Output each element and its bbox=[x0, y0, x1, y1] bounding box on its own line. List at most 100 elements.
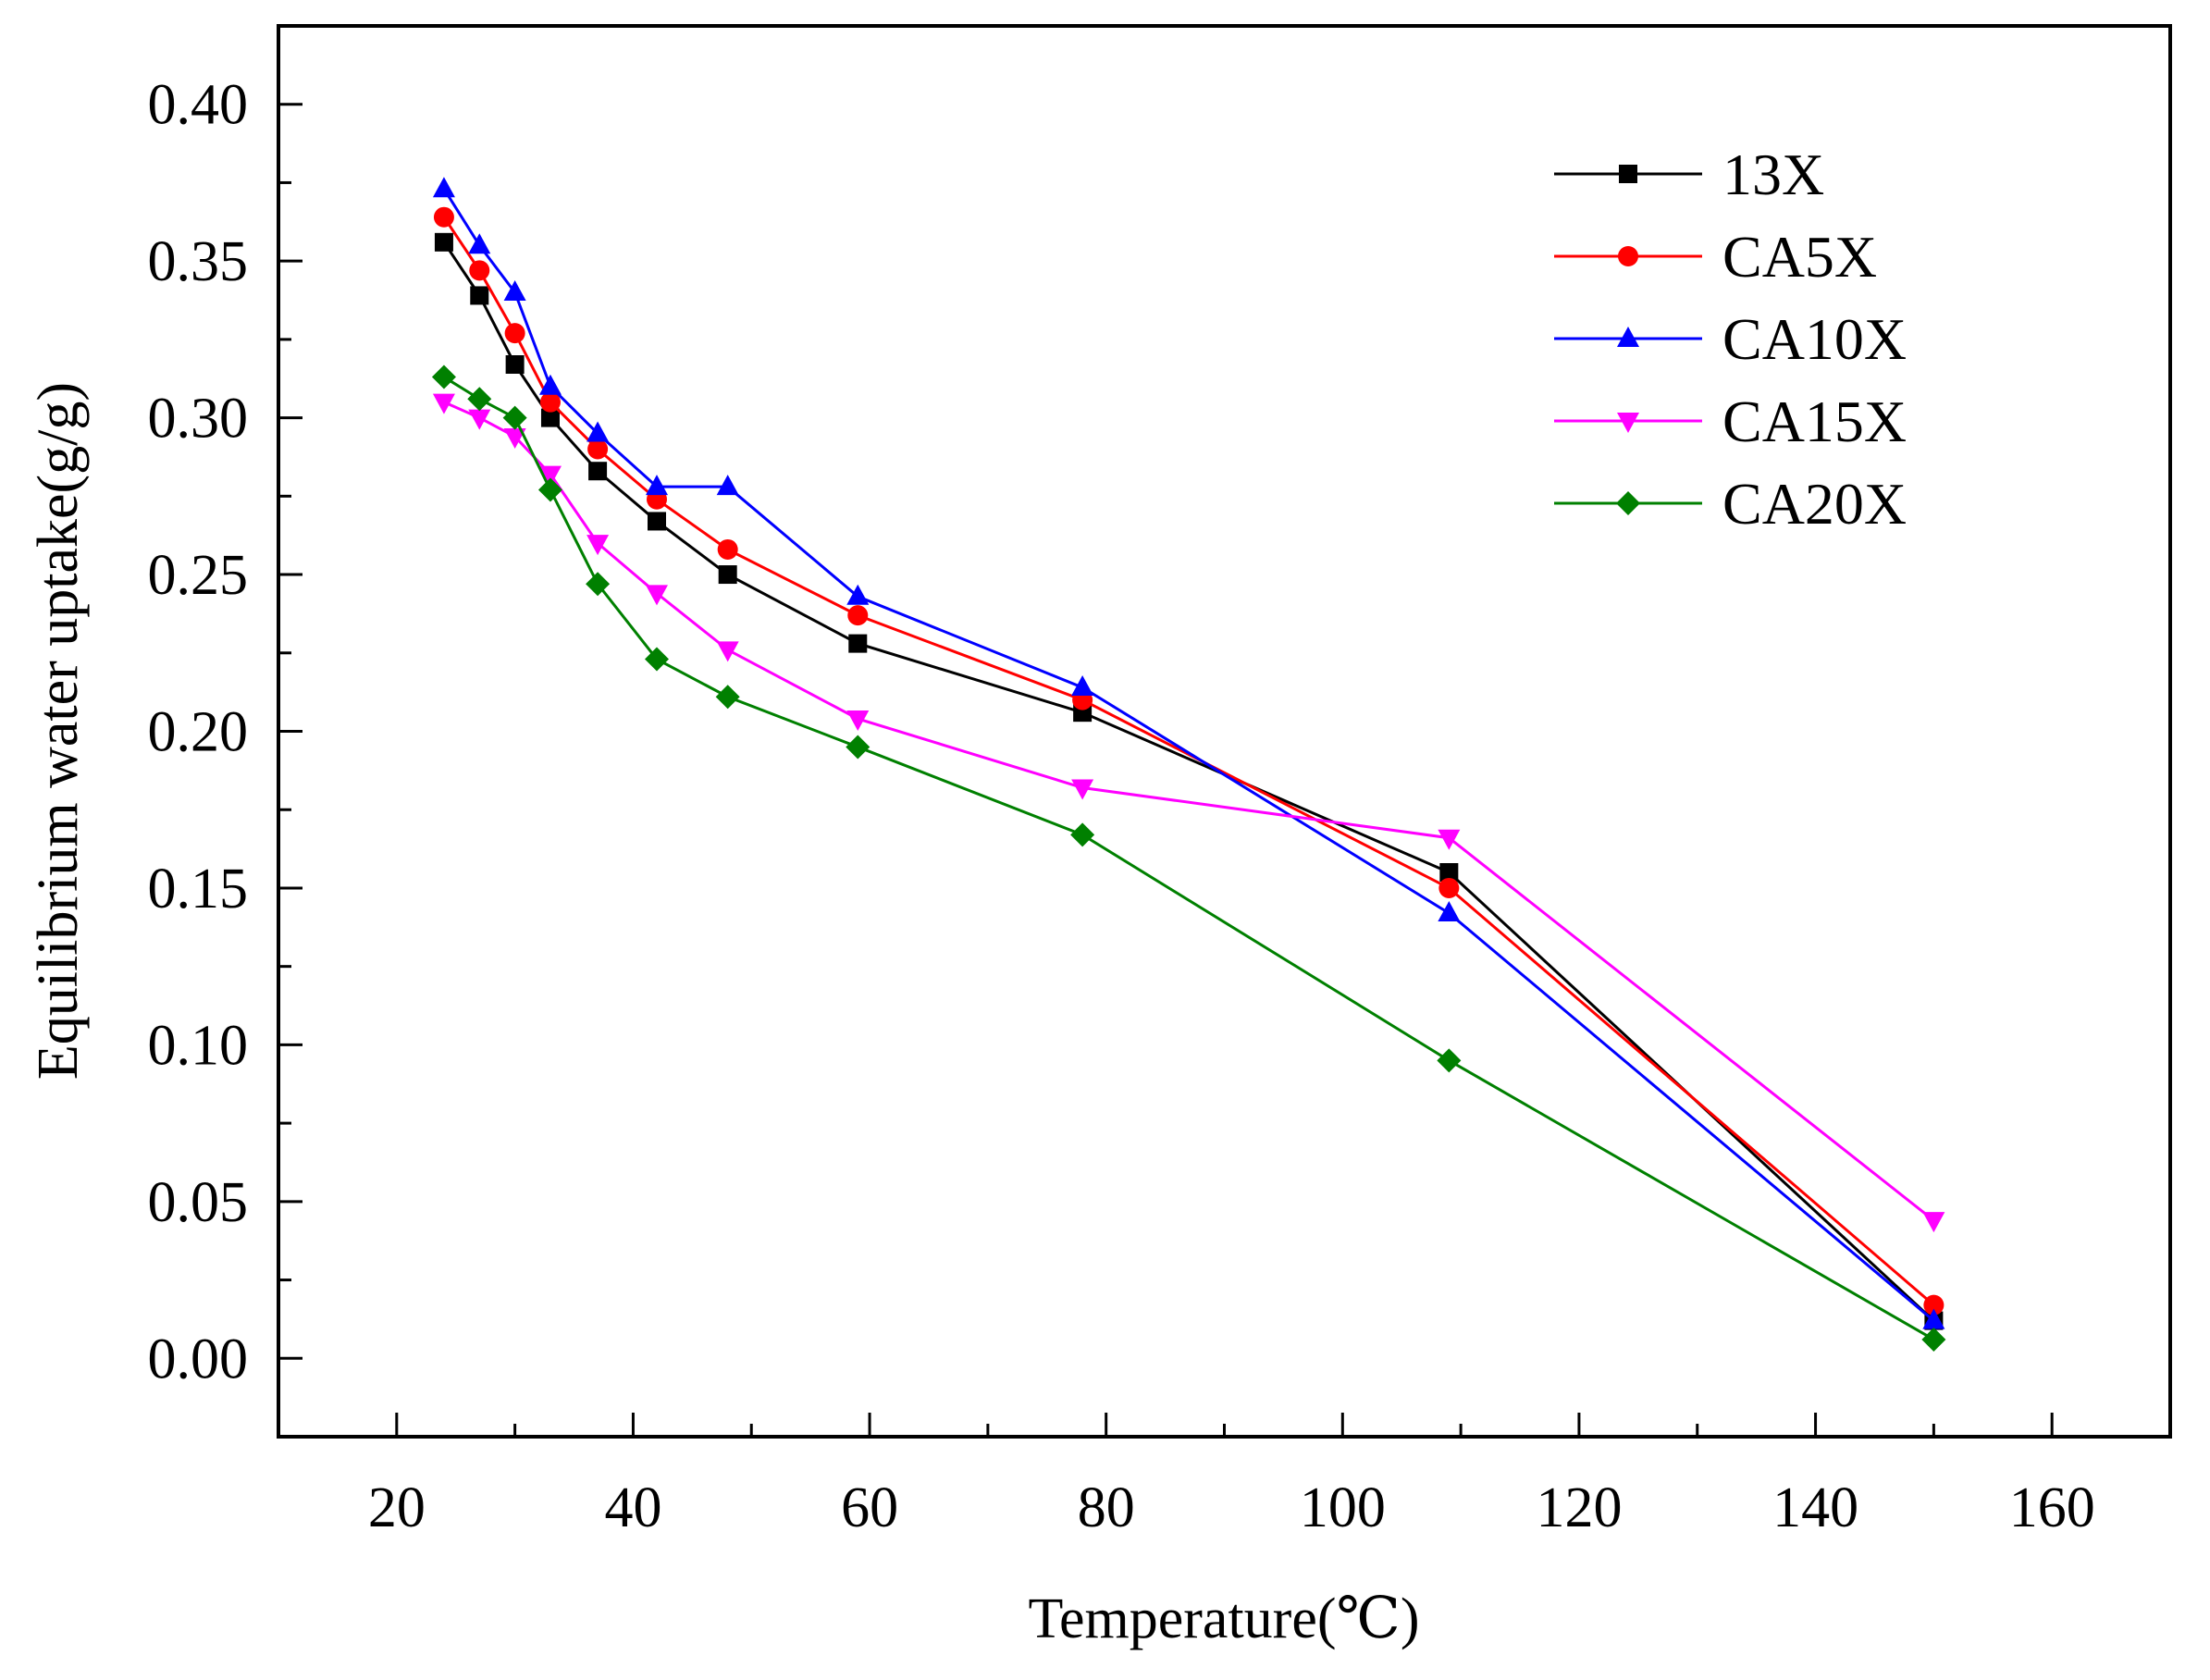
x-tick-label: 140 bbox=[1772, 1476, 1858, 1539]
x-tick-label: 160 bbox=[2009, 1476, 2095, 1539]
legend-label-13x: 13X bbox=[1722, 142, 1824, 207]
data-point-13x bbox=[470, 286, 489, 305]
series-13x bbox=[434, 232, 1944, 1330]
data-point-13x bbox=[588, 462, 608, 481]
data-point-ca5x bbox=[587, 439, 609, 460]
series-line-ca5x bbox=[442, 216, 1935, 1306]
y-tick-label: 0.20 bbox=[148, 701, 249, 764]
data-point-ca10x bbox=[503, 280, 526, 302]
data-point-13x bbox=[848, 634, 868, 653]
legend-marker-ca10x bbox=[1617, 327, 1639, 347]
data-point-ca20x bbox=[431, 364, 456, 389]
y-axis: 0.00 0.05 0.10 0.15 0.20 0.25 0.30 0.35 0.40 bbox=[148, 74, 302, 1390]
series-ca5x bbox=[433, 206, 1945, 1316]
legend-item-13x: 13X bbox=[1554, 142, 1824, 207]
data-point-ca10x bbox=[716, 475, 739, 496]
x-tick-label: 60 bbox=[841, 1476, 898, 1539]
data-point-ca15x bbox=[432, 393, 455, 414]
data-point-ca5x bbox=[433, 206, 454, 228]
data-point-ca15x bbox=[716, 641, 739, 662]
series-line-13x bbox=[442, 241, 1935, 1322]
series-ca20x bbox=[431, 364, 1946, 1352]
legend-label-ca10x: CA10X bbox=[1722, 306, 1907, 372]
x-tick-label: 120 bbox=[1536, 1476, 1622, 1539]
x-tick-label: 20 bbox=[368, 1476, 426, 1539]
x-tick-label: 80 bbox=[1078, 1476, 1135, 1539]
data-point-ca15x bbox=[1922, 1212, 1945, 1233]
data-point-ca5x bbox=[539, 391, 561, 413]
data-point-ca10x bbox=[1071, 675, 1094, 697]
data-point-ca5x bbox=[717, 538, 738, 560]
data-point-ca15x bbox=[586, 535, 610, 556]
legend-marker-ca20x bbox=[1616, 491, 1640, 515]
y-tick-label: 0.00 bbox=[148, 1328, 249, 1390]
data-point-ca20x bbox=[715, 685, 740, 710]
data-point-ca10x bbox=[538, 374, 562, 395]
plot-frame bbox=[277, 24, 2172, 1439]
data-point-ca10x bbox=[432, 177, 455, 198]
data-point-ca20x bbox=[537, 477, 562, 502]
data-point-ca10x bbox=[1438, 901, 1461, 922]
data-point-ca20x bbox=[586, 572, 611, 597]
data-point-ca5x bbox=[469, 260, 490, 281]
legend-label-ca5x: CA5X bbox=[1722, 224, 1877, 290]
series-line-ca20x bbox=[443, 376, 1935, 1341]
legend-item-ca20x: CA20X bbox=[1554, 471, 1907, 537]
data-point-13x bbox=[718, 565, 737, 585]
y-axis-title: Equilibrium water uptake(g/g) bbox=[27, 382, 90, 1080]
data-point-13x bbox=[1439, 863, 1459, 882]
data-point-ca15x bbox=[846, 710, 870, 731]
data-point-ca10x bbox=[468, 233, 491, 254]
data-point-ca10x bbox=[1922, 1308, 1945, 1329]
data-point-ca10x bbox=[586, 421, 610, 442]
legend-item-ca10x: CA10X bbox=[1554, 306, 1907, 372]
legend-marker-ca5x bbox=[1618, 246, 1638, 266]
data-point-13x bbox=[434, 232, 453, 252]
y-tick-label: 0.40 bbox=[148, 74, 249, 137]
legend-marker-13x bbox=[1619, 165, 1637, 183]
data-point-ca20x bbox=[1437, 1048, 1462, 1073]
legend-item-ca15x: CA15X bbox=[1554, 389, 1907, 454]
data-point-ca5x bbox=[847, 605, 869, 626]
y-tick-label: 0.05 bbox=[148, 1171, 249, 1234]
series-ca10x bbox=[432, 177, 1945, 1329]
data-point-ca20x bbox=[645, 647, 669, 672]
data-point-ca20x bbox=[1921, 1327, 1946, 1352]
data-point-ca20x bbox=[467, 387, 492, 412]
data-point-ca15x bbox=[538, 465, 562, 487]
y-tick-label: 0.30 bbox=[148, 388, 249, 451]
legend-label-ca20x: CA20X bbox=[1722, 471, 1907, 537]
data-point-ca10x bbox=[846, 584, 870, 605]
x-axis: 20 40 60 80 100 120 140 160 bbox=[277, 1413, 2095, 1539]
data-point-13x bbox=[540, 408, 560, 427]
series-layer bbox=[431, 177, 1946, 1352]
data-point-ca20x bbox=[846, 735, 870, 760]
x-tick-label: 40 bbox=[604, 1476, 661, 1539]
legend-marker-ca15x bbox=[1617, 413, 1639, 433]
data-point-ca15x bbox=[503, 427, 526, 449]
data-point-ca20x bbox=[1070, 822, 1095, 847]
y-tick-label: 0.35 bbox=[148, 230, 249, 293]
data-point-ca15x bbox=[1071, 779, 1094, 800]
data-point-13x bbox=[648, 512, 666, 531]
x-tick-label: 100 bbox=[1300, 1476, 1386, 1539]
y-tick-label: 0.15 bbox=[148, 858, 249, 920]
data-point-ca5x bbox=[1923, 1294, 1945, 1316]
y-tick-label: 0.10 bbox=[148, 1014, 249, 1077]
x-axis-title: Temperature(℃) bbox=[1028, 1587, 1419, 1650]
data-point-ca20x bbox=[502, 405, 527, 430]
data-point-ca15x bbox=[468, 409, 491, 430]
series-line-ca15x bbox=[443, 401, 1935, 1222]
legend-item-ca5x: CA5X bbox=[1554, 224, 1877, 290]
y-tick-label: 0.25 bbox=[148, 544, 249, 607]
legend-label-ca15x: CA15X bbox=[1722, 389, 1907, 454]
data-point-ca5x bbox=[1438, 877, 1460, 898]
data-point-ca15x bbox=[646, 585, 668, 606]
data-point-ca15x bbox=[1438, 829, 1461, 850]
series-ca15x bbox=[432, 393, 1945, 1233]
legend: 13X CA5X CA10X CA15X CA20X bbox=[1554, 142, 1907, 537]
data-point-ca10x bbox=[646, 475, 668, 496]
data-point-13x bbox=[505, 355, 525, 374]
